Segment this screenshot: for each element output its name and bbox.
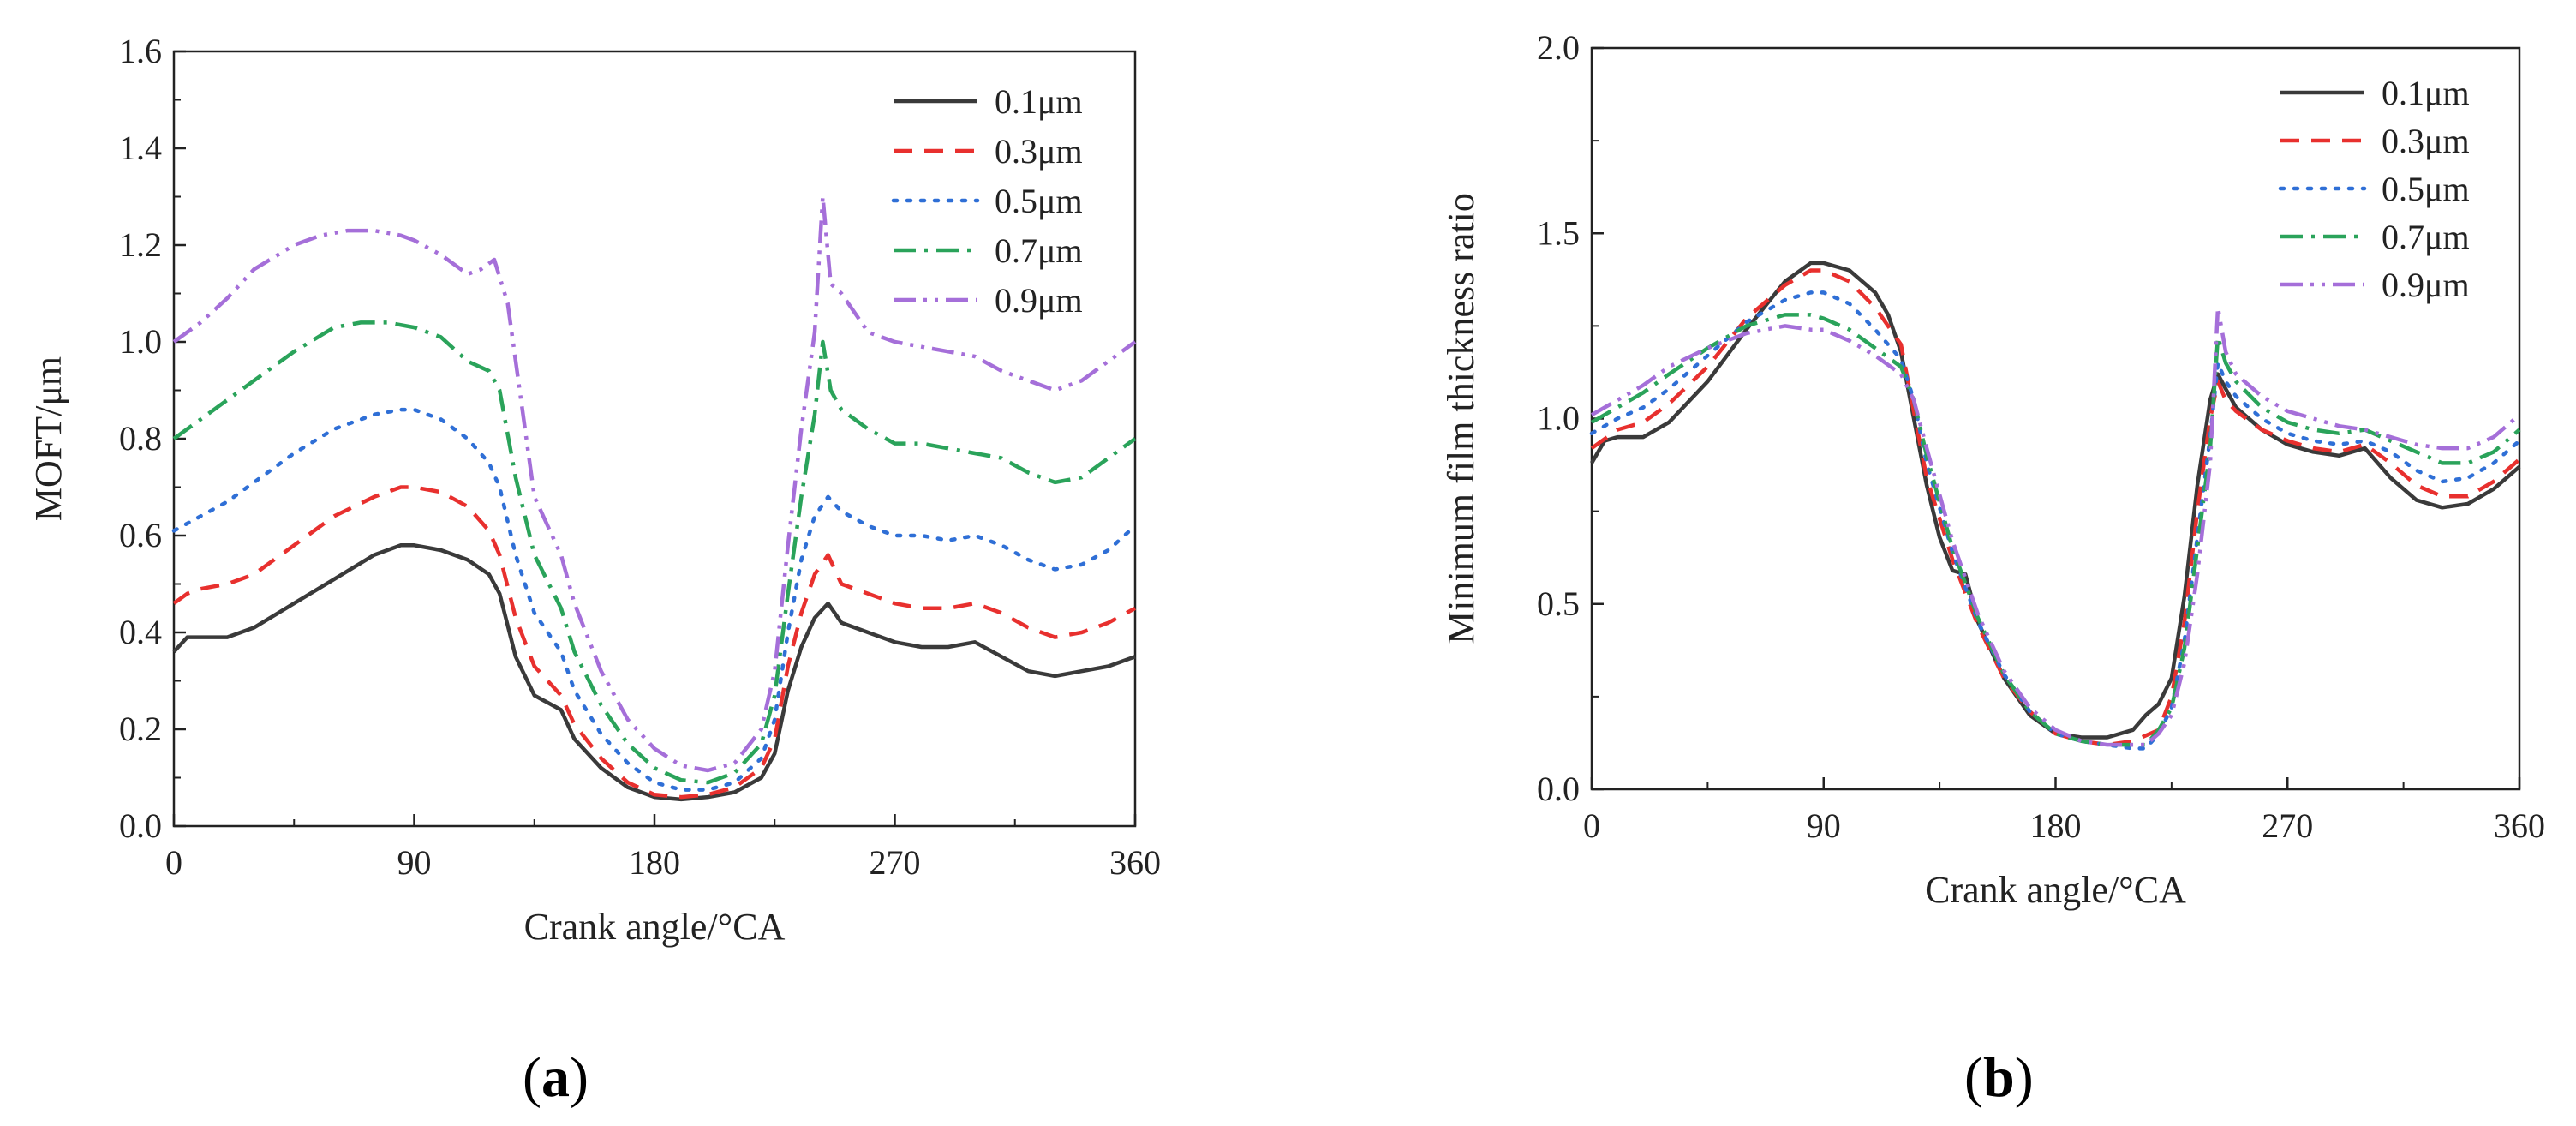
y-tick-label: 0.8	[119, 419, 162, 458]
series-line	[172, 320, 1137, 785]
x-tick-label: 180	[629, 843, 680, 882]
legend-label: 0.3μm	[995, 132, 1083, 171]
x-tick-label: 90	[397, 843, 432, 882]
y-axis-title: MOFT/μm	[27, 356, 69, 521]
x-tick-label: 360	[2494, 806, 2545, 845]
chart-a-svg: 0 90 180 270 360 0.0 0.2 0.4 0.6 0.8 1.0 1.2 1.4 1.6 C…	[27, 32, 1161, 948]
legend-label: 0.5μm	[995, 182, 1083, 220]
y-tick-label: 1.6	[119, 32, 162, 70]
series-line	[172, 485, 1137, 800]
x-tick-label: 0	[1583, 806, 1600, 845]
y-tick-label: 0.6	[119, 516, 162, 554]
series-line	[172, 195, 1137, 773]
y-tick-label: 0.2	[119, 710, 162, 748]
legend-label: 0.3μm	[2382, 122, 2470, 160]
series-line	[171, 407, 1138, 792]
x-tick-label: 180	[2030, 806, 2082, 845]
caption-a: (a)	[523, 1046, 589, 1109]
plot-frame-b	[1590, 46, 2521, 791]
x-axis-title: Crank angle/°CA	[524, 906, 786, 948]
chart-panel-a: 0 90 180 270 360 0.0 0.2 0.4 0.6 0.8 1.0 1.2 1.4 1.6 C…	[27, 32, 1161, 1109]
x-tick-label: 360	[1109, 843, 1161, 882]
y-tick-label: 1.0	[119, 322, 162, 361]
legend-label: 0.7μm	[2382, 218, 2470, 256]
y-tick-label: 2.0	[1537, 28, 1580, 67]
y-tick-label: 1.4	[119, 129, 162, 167]
x-tick-label: 270	[870, 843, 921, 882]
y-tick-label: 0.0	[1537, 770, 1580, 808]
series-line	[172, 543, 1136, 802]
series-line	[1590, 305, 2521, 747]
x-axis-title: Crank angle/°CA	[1925, 869, 2186, 911]
series-line	[1590, 261, 2521, 740]
legend-label: 0.1μm	[2382, 74, 2470, 112]
y-tick-label: 1.0	[1537, 399, 1580, 438]
caption-b: (b)	[1964, 1046, 2034, 1109]
y-axis-title: Minimum film thickness ratio	[1440, 193, 1482, 644]
series-line	[1589, 290, 2522, 751]
legend-label: 0.1μm	[995, 82, 1083, 121]
y-tick-label: 0.5	[1537, 584, 1580, 623]
legend-label: 0.9μm	[995, 281, 1083, 320]
y-tick-label: 1.5	[1537, 213, 1580, 252]
y-tick-label: 0.4	[119, 613, 162, 651]
y-tick-label: 1.2	[119, 225, 162, 264]
chart-b-svg: 0 90 180 270 360 0.0 0.5 1.0 1.5 2.0 Crank angle/°…	[1440, 28, 2545, 911]
x-tick-label: 270	[2262, 806, 2313, 845]
y-tick-label: 0.0	[119, 806, 162, 845]
plot-frame-a	[172, 50, 1137, 828]
series-line	[1590, 313, 2521, 747]
x-tick-label: 0	[165, 843, 182, 882]
legend-label: 0.7μm	[995, 231, 1083, 270]
legend-label: 0.9μm	[2382, 266, 2470, 304]
series-line	[1590, 268, 2521, 747]
legend-label: 0.5μm	[2382, 170, 2470, 208]
chart-panel-b: 0 90 180 270 360 0.0 0.5 1.0 1.5 2.0 Crank angle/°…	[1288, 0, 2576, 1126]
x-tick-label: 90	[1807, 806, 1841, 845]
